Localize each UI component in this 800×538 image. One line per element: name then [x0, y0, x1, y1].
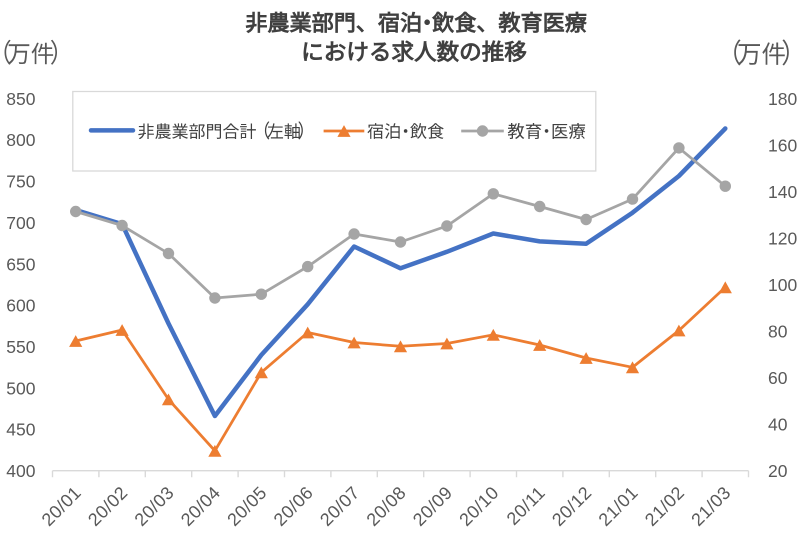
svg-text:40: 40 [768, 415, 788, 435]
svg-text:120: 120 [768, 228, 797, 248]
svg-text:180: 180 [768, 89, 797, 109]
svg-text:500: 500 [6, 378, 35, 398]
svg-text:600: 600 [6, 296, 35, 316]
svg-text:60: 60 [768, 368, 788, 388]
svg-text:100: 100 [768, 275, 797, 295]
svg-text:700: 700 [6, 213, 35, 233]
svg-text:800: 800 [6, 130, 35, 150]
svg-text:160: 160 [768, 135, 797, 155]
svg-text:80: 80 [768, 322, 788, 342]
svg-text:450: 450 [6, 420, 35, 440]
svg-text:550: 550 [6, 337, 35, 357]
svg-text:20: 20 [768, 461, 788, 481]
svg-text:400: 400 [6, 461, 35, 481]
svg-text:140: 140 [768, 182, 797, 202]
svg-text:650: 650 [6, 254, 35, 274]
svg-text:850: 850 [6, 89, 35, 109]
svg-text:750: 750 [6, 172, 35, 192]
